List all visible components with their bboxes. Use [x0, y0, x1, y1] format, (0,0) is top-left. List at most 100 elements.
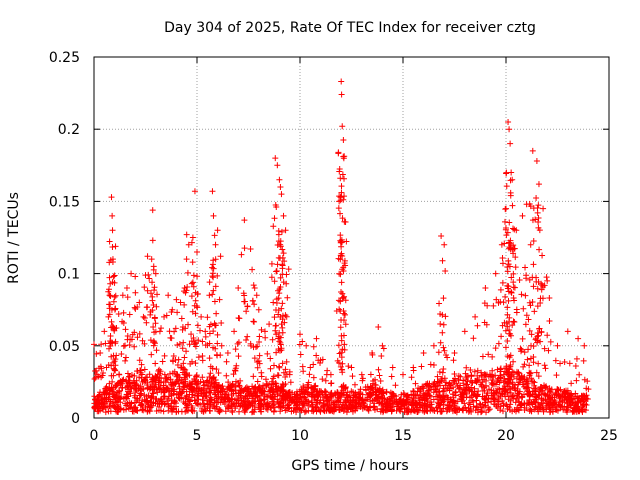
data-point — [124, 370, 131, 377]
data-point — [282, 366, 289, 373]
data-point — [124, 333, 131, 340]
data-point — [501, 218, 508, 225]
data-point — [120, 309, 127, 316]
data-point — [504, 304, 511, 311]
data-point — [513, 227, 520, 234]
data-point — [271, 278, 278, 285]
data-point — [533, 195, 540, 202]
data-point — [493, 381, 500, 388]
data-point — [192, 380, 199, 387]
data-point — [519, 335, 526, 342]
data-point — [511, 318, 518, 325]
data-point — [204, 377, 211, 384]
data-point — [111, 366, 118, 373]
data-point — [473, 402, 480, 409]
data-point — [131, 372, 138, 379]
data-point — [278, 321, 285, 328]
data-point — [518, 291, 525, 298]
data-point — [422, 395, 429, 402]
data-point — [526, 327, 533, 334]
data-point — [181, 354, 188, 361]
data-point — [496, 386, 503, 393]
data-point — [530, 359, 537, 366]
data-point — [149, 207, 156, 214]
data-point — [254, 343, 261, 350]
data-point — [211, 387, 218, 394]
data-point — [221, 399, 228, 406]
data-point — [467, 377, 474, 384]
data-point — [126, 311, 133, 318]
data-point — [119, 377, 126, 384]
data-point — [557, 360, 564, 367]
data-point — [356, 400, 363, 407]
data-point — [531, 382, 538, 389]
data-point — [335, 205, 342, 212]
data-point — [306, 371, 313, 378]
data-point — [538, 401, 545, 408]
data-point — [536, 391, 543, 398]
data-point — [247, 246, 254, 253]
data-point — [440, 365, 447, 372]
data-point — [236, 408, 243, 415]
data-point — [206, 396, 213, 403]
data-point — [497, 286, 504, 293]
data-point — [574, 399, 581, 406]
data-point — [509, 393, 516, 400]
data-point — [455, 372, 462, 379]
data-point — [144, 287, 151, 294]
data-point — [437, 339, 444, 346]
data-point — [561, 358, 568, 365]
data-point — [307, 364, 314, 371]
data-point — [475, 388, 482, 395]
data-point — [300, 368, 307, 375]
data-point — [440, 295, 447, 302]
data-point — [184, 269, 191, 276]
data-point — [240, 398, 247, 405]
data-point — [161, 400, 168, 407]
data-point — [479, 407, 486, 414]
data-point — [106, 274, 113, 281]
data-point — [264, 350, 271, 357]
data-point — [343, 238, 350, 245]
data-point — [143, 319, 150, 326]
data-point — [530, 238, 537, 245]
data-point — [510, 392, 517, 399]
data-point — [535, 399, 542, 406]
data-point — [378, 352, 385, 359]
data-point — [204, 314, 211, 321]
data-point — [340, 332, 347, 339]
data-point — [336, 270, 343, 277]
data-point — [342, 311, 349, 318]
data-point — [206, 330, 213, 337]
data-point — [214, 331, 221, 338]
data-point — [180, 360, 187, 367]
data-point — [106, 311, 113, 318]
data-point — [517, 345, 524, 352]
data-point — [550, 400, 557, 407]
data-point — [206, 292, 213, 299]
data-point — [372, 376, 379, 383]
data-point — [511, 406, 518, 413]
data-point — [219, 391, 226, 398]
data-point — [187, 383, 194, 390]
data-point — [278, 191, 285, 198]
data-point — [92, 368, 99, 375]
data-point — [173, 409, 180, 416]
data-point — [276, 338, 283, 345]
data-point — [436, 368, 443, 375]
data-point — [241, 407, 248, 414]
data-point — [194, 400, 201, 407]
data-point — [504, 353, 511, 360]
data-point — [493, 296, 500, 303]
data-point — [515, 370, 522, 377]
data-point — [209, 188, 216, 195]
data-point — [521, 349, 528, 356]
data-point — [441, 347, 448, 354]
data-point — [254, 378, 261, 385]
data-point — [148, 351, 155, 358]
data-point — [313, 352, 320, 359]
data-point — [279, 262, 286, 269]
data-point — [250, 282, 257, 289]
data-point — [277, 241, 284, 248]
data-point — [272, 386, 279, 393]
